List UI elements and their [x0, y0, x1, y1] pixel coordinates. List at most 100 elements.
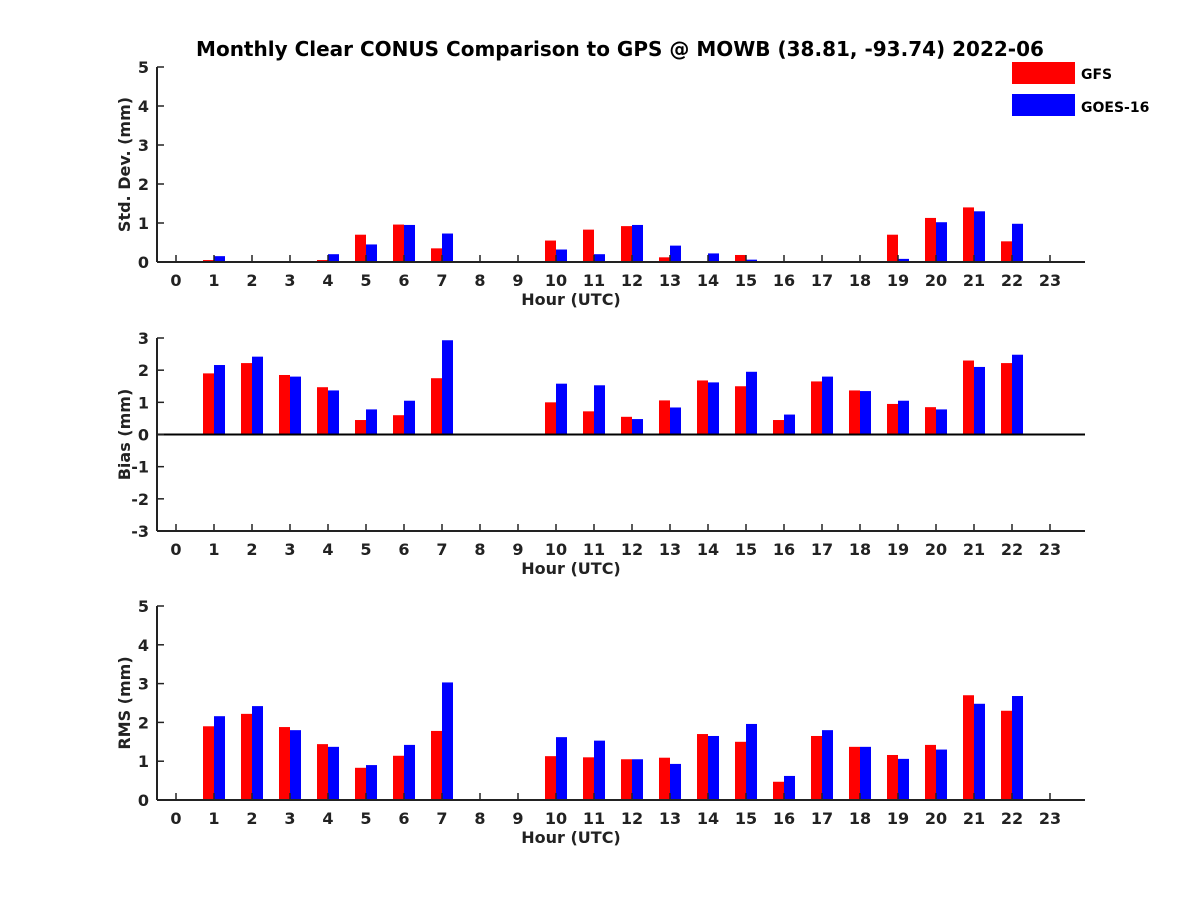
bar-rms-goes16-1 [214, 716, 225, 800]
legend-label-gfs: GFS [1081, 67, 1112, 83]
bar-rms-gfs-16 [773, 781, 784, 800]
x-axis-label-rms: Hour (UTC) [521, 828, 621, 847]
x-tick-label-bias-8: 8 [474, 540, 485, 559]
x-tick-label-std-dev-3: 3 [284, 271, 295, 290]
y-tick-label-rms-2: 2 [138, 713, 149, 732]
bar-bias-goes16-21 [974, 366, 985, 435]
bar-std-dev-goes16-13 [670, 245, 681, 262]
x-tick-label-rms-6: 6 [398, 809, 409, 828]
y-axis-label-std-dev: Std. Dev. (mm) [115, 97, 134, 232]
x-tick-label-rms-12: 12 [621, 809, 643, 828]
bar-rms-gfs-21 [963, 695, 974, 800]
bar-rms-goes16-18 [860, 746, 871, 800]
bar-bias-goes16-7 [442, 340, 453, 435]
x-tick-label-bias-9: 9 [512, 540, 523, 559]
x-tick-label-std-dev-7: 7 [436, 271, 447, 290]
x-tick-label-bias-5: 5 [360, 540, 371, 559]
bar-bias-gfs-15 [735, 386, 746, 435]
y-tick-label-bias-2: 2 [138, 361, 149, 380]
x-tick-label-rms-17: 17 [811, 809, 833, 828]
bar-bias-goes16-1 [214, 365, 225, 435]
y-tick-label-rms-0: 0 [138, 791, 149, 810]
x-tick-label-rms-10: 10 [545, 809, 567, 828]
bar-rms-gfs-14 [697, 734, 708, 800]
bars-std-dev [203, 207, 1023, 262]
bar-rms-goes16-17 [822, 730, 833, 800]
bar-std-dev-gfs-12 [621, 226, 632, 262]
bar-bias-gfs-14 [697, 380, 708, 435]
bar-rms-goes16-2 [252, 706, 263, 800]
x-tick-label-rms-2: 2 [246, 809, 257, 828]
x-tick-label-bias-19: 19 [887, 540, 909, 559]
y-tick-label-bias-0: 0 [138, 426, 149, 445]
x-tick-label-rms-4: 4 [322, 809, 333, 828]
bar-bias-gfs-2 [241, 363, 252, 435]
bar-bias-gfs-22 [1001, 363, 1012, 435]
x-tick-label-std-dev-15: 15 [735, 271, 757, 290]
bars-bias [203, 340, 1023, 435]
x-tick-label-bias-17: 17 [811, 540, 833, 559]
bar-std-dev-goes16-19 [898, 258, 909, 262]
bar-bias-gfs-3 [279, 374, 290, 435]
bar-bias-goes16-18 [860, 391, 871, 435]
bar-rms-gfs-3 [279, 727, 290, 800]
bar-rms-gfs-5 [355, 767, 366, 800]
x-tick-label-bias-20: 20 [925, 540, 947, 559]
bar-rms-gfs-18 [849, 746, 860, 800]
x-tick-label-bias-7: 7 [436, 540, 447, 559]
bar-bias-gfs-11 [583, 411, 594, 435]
bar-rms-gfs-7 [431, 730, 442, 800]
x-tick-label-std-dev-0: 0 [170, 271, 181, 290]
bar-std-dev-gfs-7 [431, 248, 442, 262]
x-tick-label-rms-3: 3 [284, 809, 295, 828]
bar-std-dev-gfs-10 [545, 240, 556, 262]
y-tick-label-std-dev-2: 2 [138, 175, 149, 194]
y-tick-label-rms-5: 5 [138, 597, 149, 616]
x-tick-label-bias-21: 21 [963, 540, 985, 559]
x-tick-label-rms-22: 22 [1001, 809, 1023, 828]
bar-rms-gfs-6 [393, 755, 404, 800]
legend: GFS GOES-16 [1012, 62, 1149, 116]
bar-rms-gfs-15 [735, 741, 746, 800]
bar-rms-goes16-7 [442, 682, 453, 800]
x-tick-label-rms-19: 19 [887, 809, 909, 828]
x-tick-label-bias-0: 0 [170, 540, 181, 559]
bar-bias-goes16-10 [556, 383, 567, 435]
bar-rms-goes16-10 [556, 737, 567, 800]
bar-rms-goes16-11 [594, 740, 605, 800]
bar-std-dev-gfs-11 [583, 229, 594, 262]
bars-rms [203, 682, 1023, 800]
bar-rms-goes16-22 [1012, 696, 1023, 800]
x-tick-label-std-dev-9: 9 [512, 271, 523, 290]
x-tick-label-rms-5: 5 [360, 809, 371, 828]
bar-std-dev-gfs-6 [393, 224, 404, 262]
bar-rms-gfs-11 [583, 757, 594, 800]
bar-bias-goes16-12 [632, 419, 643, 435]
bar-bias-gfs-4 [317, 387, 328, 435]
bar-bias-goes16-6 [404, 400, 415, 435]
y-tick-label-rms-4: 4 [138, 636, 149, 655]
bar-rms-goes16-16 [784, 775, 795, 800]
x-tick-label-std-dev-22: 22 [1001, 271, 1023, 290]
x-tick-label-bias-14: 14 [697, 540, 719, 559]
x-tick-label-bias-15: 15 [735, 540, 757, 559]
y-tick-label-std-dev-3: 3 [138, 136, 149, 155]
x-tick-label-bias-10: 10 [545, 540, 567, 559]
bar-bias-goes16-4 [328, 390, 339, 435]
bar-bias-gfs-12 [621, 416, 632, 435]
bar-rms-goes16-4 [328, 746, 339, 800]
x-tick-label-rms-1: 1 [208, 809, 219, 828]
bar-rms-goes16-3 [290, 730, 301, 800]
x-tick-label-bias-3: 3 [284, 540, 295, 559]
legend-swatch-goes16 [1012, 94, 1075, 116]
bar-std-dev-goes16-14 [708, 253, 719, 262]
x-tick-label-rms-9: 9 [512, 809, 523, 828]
bar-rms-goes16-14 [708, 735, 719, 800]
bar-std-dev-goes16-20 [936, 222, 947, 262]
x-tick-label-bias-6: 6 [398, 540, 409, 559]
x-tick-label-bias-1: 1 [208, 540, 219, 559]
bar-rms-goes16-13 [670, 763, 681, 800]
